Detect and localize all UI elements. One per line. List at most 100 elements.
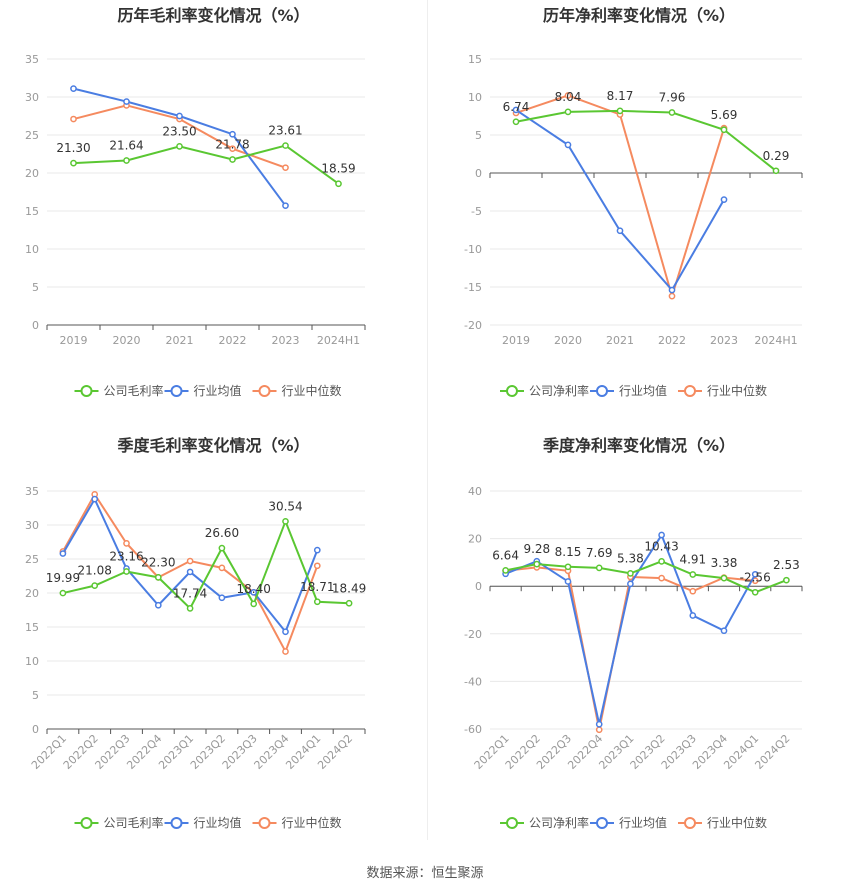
data-point [720, 126, 728, 134]
data-point [627, 580, 634, 588]
data-point [282, 164, 289, 172]
legend-swatch-marker [684, 385, 696, 397]
data-point [564, 108, 572, 116]
data-point [689, 612, 697, 619]
data-label: 23.50 [162, 124, 196, 138]
legend-item[interactable]: 行业中位数 [678, 383, 767, 398]
y-tick-label: 20 [25, 587, 39, 600]
data-label: 18.49 [332, 581, 366, 595]
y-tick-label: 20 [25, 167, 39, 180]
y-tick-label: 20 [468, 533, 482, 546]
legend-label: 行业中位数 [282, 815, 342, 830]
data-source-note: 数据来源：恒生聚源 [366, 866, 484, 881]
data-label: 21.08 [78, 564, 112, 578]
data-label: 23.61 [268, 124, 302, 138]
y-tick-label: 10 [25, 655, 39, 668]
y-tick-label: 25 [25, 553, 39, 566]
legend-item[interactable]: 公司毛利率 [74, 815, 164, 830]
legend-swatch-marker [170, 817, 183, 829]
legend-swatch-marker [80, 817, 93, 829]
legend-item[interactable]: 行业均值 [590, 815, 667, 830]
x-tick-label: 2021 [606, 334, 634, 347]
series-line [515, 94, 725, 300]
legend-label: 行业中位数 [282, 383, 342, 398]
data-point [720, 574, 728, 582]
data-point [627, 570, 634, 577]
series-line [505, 566, 756, 730]
legend-item[interactable]: 行业中位数 [678, 815, 767, 830]
data-point [229, 145, 236, 153]
data-point [186, 568, 194, 576]
y-tick-label: 0 [32, 319, 39, 332]
data-point [668, 286, 676, 294]
data-label: 18.40 [237, 582, 271, 596]
data-label: 18.59 [321, 162, 355, 176]
data-point [91, 495, 99, 503]
data-label: 5.38 [617, 551, 644, 565]
legend-label: 行业中位数 [707, 383, 767, 398]
data-point [335, 180, 342, 188]
legend-label: 行业均值 [194, 383, 242, 398]
data-label: 10.43 [644, 539, 678, 553]
data-point [282, 202, 289, 210]
x-tick-label: 2023 [272, 334, 300, 347]
x-tick-label: 2022 [658, 334, 686, 347]
legend-swatch-marker [506, 385, 518, 397]
data-label: 7.96 [659, 91, 686, 105]
data-point [218, 544, 226, 552]
data-label: 9.28 [523, 542, 550, 556]
y-tick-label: 10 [468, 91, 482, 104]
data-point [313, 598, 321, 606]
legend-item[interactable]: 行业中位数 [252, 383, 342, 398]
data-point [595, 720, 603, 728]
data-point [250, 600, 258, 608]
chart-panel-annual-net-margin: 历年净利率变化情况（%） -20 -15 -10 -5 0 5 10 15 2019 2020 20… [428, 0, 850, 418]
data-label: 8.17 [607, 89, 634, 103]
data-point [229, 130, 236, 138]
x-tick-label: 2024H1 [317, 334, 360, 347]
chart-title: 历年净利率变化情况（%） [542, 6, 736, 25]
legend-label: 公司净利率 [529, 815, 589, 830]
data-point [176, 112, 183, 120]
data-point [218, 564, 226, 572]
data-point [658, 558, 665, 565]
data-point [123, 98, 130, 105]
x-tick-label: 2022 [219, 334, 247, 347]
legend-item[interactable]: 行业均值 [590, 383, 667, 398]
legend-label: 行业均值 [194, 815, 242, 830]
y-tick-label: -20 [464, 319, 482, 332]
legend-item[interactable]: 行业中位数 [252, 815, 342, 830]
data-point [564, 92, 572, 99]
y-tick-label: 25 [25, 129, 39, 142]
data-point [751, 588, 759, 596]
legend-item[interactable]: 公司净利率 [500, 383, 589, 398]
legend-swatch-marker [80, 385, 93, 397]
data-label: 17.74 [173, 586, 207, 600]
data-point [720, 196, 728, 203]
data-label: 3.38 [711, 556, 738, 570]
y-tick-label: 0 [475, 580, 482, 593]
data-point [176, 143, 183, 150]
data-point [658, 574, 665, 582]
legend-swatch-marker [258, 817, 271, 829]
y-tick-label: 0 [32, 723, 39, 736]
data-point [70, 85, 77, 92]
data-point [229, 156, 236, 163]
data-point [512, 118, 520, 126]
data-point [658, 531, 665, 539]
data-point [91, 582, 99, 590]
legend-item[interactable]: 公司净利率 [500, 815, 589, 830]
data-point [564, 578, 572, 585]
legend-item[interactable]: 行业均值 [164, 815, 242, 830]
data-point [616, 107, 624, 115]
data-point [564, 141, 572, 149]
legend-item[interactable]: 行业均值 [164, 383, 242, 398]
data-point [123, 540, 130, 547]
data-point [345, 599, 353, 607]
y-tick-label: 5 [32, 689, 39, 702]
y-tick-label: -40 [464, 675, 482, 688]
legend-item[interactable]: 公司毛利率 [74, 383, 164, 398]
data-point [59, 589, 67, 597]
legend-swatch-marker [596, 385, 608, 397]
data-point [512, 106, 520, 114]
